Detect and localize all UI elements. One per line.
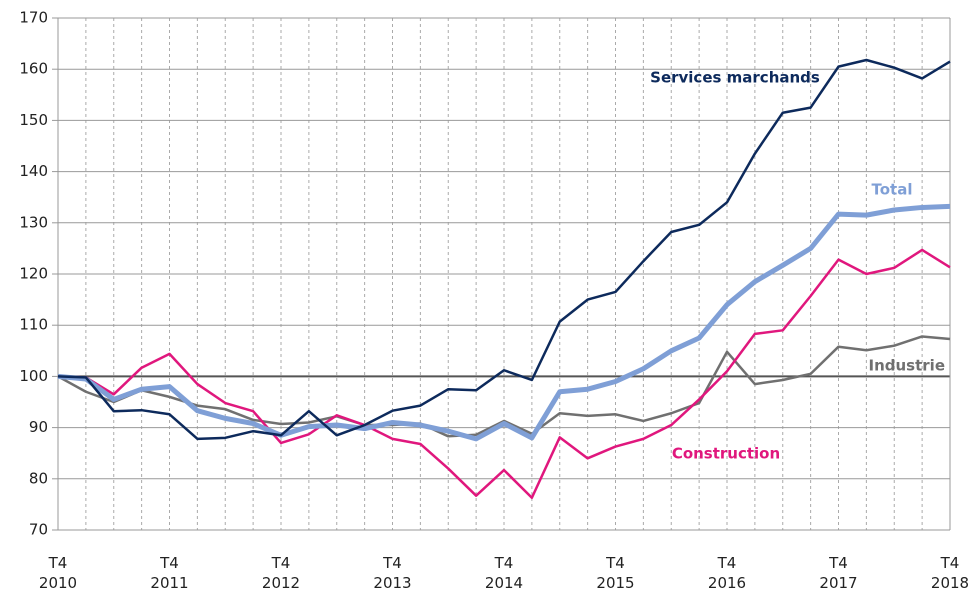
x-tick-label: T4 2018 <box>931 554 969 592</box>
series-line <box>57 248 951 499</box>
series-line <box>57 58 951 441</box>
series-label: Industrie <box>869 357 946 375</box>
y-tick-label: 170 <box>19 9 48 27</box>
y-tick-label: 130 <box>19 213 48 231</box>
y-tick-label: 80 <box>29 469 48 487</box>
x-tick-label: T4 2013 <box>373 554 411 592</box>
x-tick-label: T4 2010 <box>39 554 77 592</box>
y-tick-label: 150 <box>19 111 48 129</box>
series-line <box>57 203 951 442</box>
y-tick-label: 140 <box>19 162 48 180</box>
x-tick-label: T4 2012 <box>262 554 300 592</box>
y-tick-label: 90 <box>29 418 48 436</box>
x-tick-label: T4 2017 <box>819 554 857 592</box>
series-label: Total <box>872 181 913 199</box>
x-tick-label: T4 2014 <box>485 554 523 592</box>
x-tick-label: T4 2011 <box>150 554 188 592</box>
x-tick-label: T4 2015 <box>596 554 634 592</box>
series-label: Construction <box>672 445 780 463</box>
x-tick-label: T4 2016 <box>708 554 746 592</box>
series-label: Services marchands <box>650 69 820 87</box>
y-tick-label: 70 <box>29 521 48 539</box>
y-tick-label: 160 <box>19 60 48 78</box>
y-tick-label: 100 <box>19 367 48 385</box>
series-line <box>57 335 951 438</box>
y-tick-label: 120 <box>19 265 48 283</box>
y-tick-label: 110 <box>19 316 48 334</box>
